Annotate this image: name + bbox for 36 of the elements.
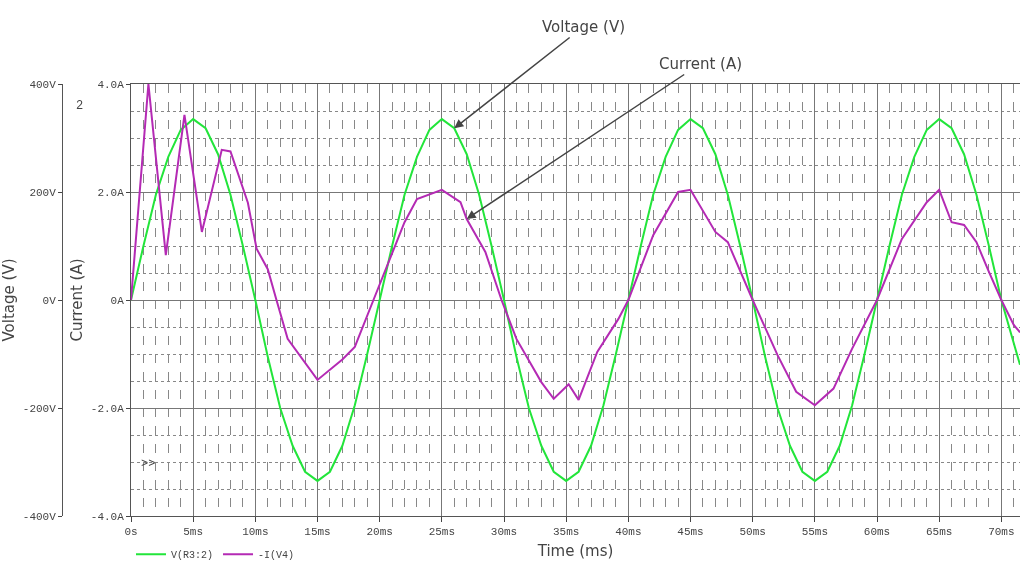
y2-tick-label: 2.0A bbox=[97, 186, 125, 199]
line-series bbox=[131, 118, 1020, 482]
x-tick-label: 35ms bbox=[552, 526, 580, 539]
annotation: >> bbox=[141, 457, 156, 471]
y-tick-label: -400V bbox=[22, 510, 57, 523]
y-tick-label: 400V bbox=[29, 78, 57, 91]
x-tick-label: 55ms bbox=[801, 526, 829, 539]
x-tick-label: 65ms bbox=[925, 526, 953, 539]
legend-label: -I(V4) bbox=[258, 550, 295, 562]
y2-tick-label: -2.0A bbox=[90, 402, 125, 415]
text: 2 bbox=[76, 99, 84, 113]
x-tick-label: 0s bbox=[124, 526, 138, 539]
y-axis-title: Voltage (V) bbox=[0, 258, 18, 342]
legend-label: V(R3:2) bbox=[171, 550, 214, 562]
x-tick-label: 50ms bbox=[739, 526, 766, 539]
y-tick-label: -200V bbox=[22, 402, 57, 415]
x-tick-label: 15ms bbox=[304, 526, 331, 539]
x-tick-label: 10ms bbox=[242, 526, 269, 539]
x-tick-label: 30ms bbox=[490, 526, 518, 539]
x-tick-label: 20ms bbox=[366, 526, 393, 539]
x-tick-label: 60ms bbox=[863, 526, 891, 539]
y2-axis-title: Current (A) bbox=[68, 258, 87, 342]
line-series bbox=[131, 84, 1020, 407]
x-tick-label: 70ms bbox=[988, 526, 1015, 539]
annotation: Voltage (V) bbox=[542, 18, 625, 36]
x-axis-title: Time (ms) bbox=[536, 542, 614, 561]
y2-tick-label: 0A bbox=[110, 294, 125, 307]
y-tick-label: 0V bbox=[42, 294, 57, 307]
annotation: Current (A) bbox=[659, 55, 743, 73]
y-tick-label: 200V bbox=[29, 186, 57, 199]
x-tick-label: 25ms bbox=[428, 526, 456, 539]
y2-tick-label: 4.0A bbox=[97, 78, 125, 91]
x-tick-label: 5ms bbox=[183, 526, 204, 539]
y2-tick-label: -4.0A bbox=[90, 510, 125, 523]
x-tick-label: 40ms bbox=[615, 526, 642, 539]
x-tick-label: 45ms bbox=[677, 526, 704, 539]
